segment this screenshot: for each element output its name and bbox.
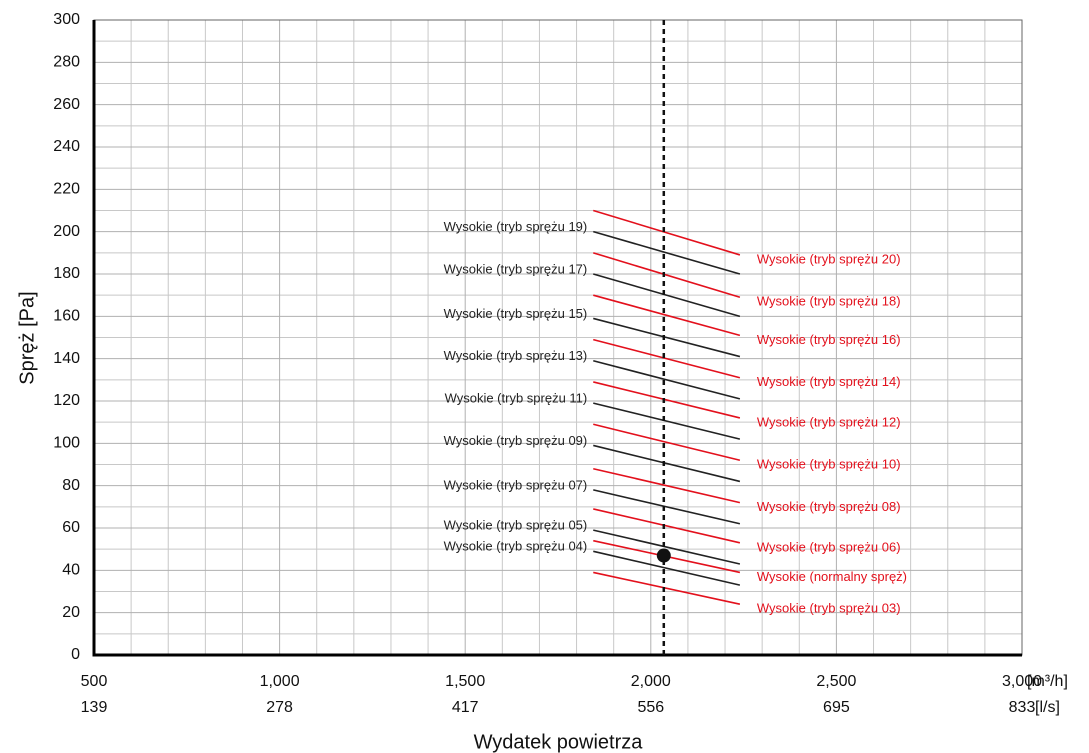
y-tick-label: 80 <box>62 477 80 494</box>
y-tick-label: 20 <box>62 604 80 621</box>
series-label: Wysokie (tryb sprężu 16) <box>757 332 901 347</box>
series-label: Wysokie (normalny spręż) <box>757 569 907 584</box>
series-line <box>593 252 741 299</box>
series-line <box>593 294 741 337</box>
series-line <box>593 317 741 358</box>
y-tick-label: 280 <box>53 54 80 71</box>
y-tick-label: 40 <box>62 562 80 579</box>
y-tick-label: 140 <box>53 350 80 367</box>
series-line <box>593 489 741 525</box>
series-line <box>593 381 741 419</box>
series-line <box>593 508 741 544</box>
y-tick-label: 120 <box>53 392 80 409</box>
x-tick-label: 2,500 <box>816 673 856 690</box>
series-line <box>593 273 741 318</box>
series-line <box>593 209 741 256</box>
x2-tick-label: 139 <box>81 699 108 716</box>
series-label: Wysokie (tryb sprężu 08) <box>757 499 901 514</box>
y-tick-label: 200 <box>53 223 80 240</box>
series-label: Wysokie (tryb sprężu 03) <box>757 601 901 616</box>
x-tick-label: 1,000 <box>260 673 300 690</box>
series-label: Wysokie (tryb sprężu 17) <box>444 261 588 276</box>
y-tick-label: 160 <box>53 308 80 325</box>
y-tick-label: 220 <box>53 181 80 198</box>
series-line <box>593 444 741 483</box>
series-label: Wysokie (tryb sprężu 19) <box>444 219 588 234</box>
series-line <box>593 423 741 462</box>
y-tick-label: 100 <box>53 435 80 452</box>
y-tick-label: 0 <box>71 646 80 663</box>
series-line <box>593 529 741 565</box>
series-line <box>593 338 741 379</box>
series-label: Wysokie (tryb sprężu 09) <box>444 433 588 448</box>
series-line <box>593 550 741 586</box>
series-label: Wysokie (tryb sprężu 15) <box>444 306 588 321</box>
y-tick-label: 300 <box>53 11 80 28</box>
x2-tick-label: 833 <box>1009 699 1036 716</box>
series-line <box>593 467 741 504</box>
x-tick-label: 3,000 <box>1002 673 1042 690</box>
x-tick-label: 1,500 <box>445 673 485 690</box>
series-line <box>593 402 741 440</box>
series-label: Wysokie (tryb sprężu 10) <box>757 457 901 472</box>
series-line <box>593 571 741 605</box>
series-label: Wysokie (tryb sprężu 20) <box>757 251 901 266</box>
series-label: Wysokie (tryb sprężu 11) <box>445 391 588 406</box>
x2-tick-label: 556 <box>637 699 664 716</box>
series-label: Wysokie (tryb sprężu 05) <box>444 518 588 533</box>
y-tick-label: 260 <box>53 96 80 113</box>
x-axis-title: Wydatek powietrza <box>474 731 644 753</box>
series-label: Wysokie (tryb sprężu 12) <box>757 414 901 429</box>
series-label: Wysokie (tryb sprężu 07) <box>444 477 588 492</box>
series-label: Wysokie (tryb sprężu 18) <box>757 294 901 309</box>
series-line <box>593 230 741 275</box>
x-unit: [m³/h] <box>1027 673 1068 690</box>
operating-point <box>656 548 671 563</box>
x2-tick-label: 695 <box>823 699 850 716</box>
y-tick-label: 180 <box>53 265 80 282</box>
series-label: Wysokie (tryb sprężu 04) <box>444 539 588 554</box>
x2-tick-label: 278 <box>266 699 293 716</box>
y-tick-label: 60 <box>62 519 80 536</box>
series-label: Wysokie (tryb sprężu 06) <box>757 539 901 554</box>
series-label: Wysokie (tryb sprężu 14) <box>757 374 901 389</box>
series-label: Wysokie (tryb sprężu 13) <box>444 348 588 363</box>
x-tick-label: 2,000 <box>631 673 671 690</box>
x2-unit: [l/s] <box>1035 699 1060 716</box>
x-tick-label: 500 <box>81 673 108 690</box>
x2-tick-label: 417 <box>452 699 479 716</box>
y-axis-title: Spręż [Pa] <box>16 291 38 384</box>
series-line <box>593 360 741 400</box>
y-tick-label: 240 <box>53 138 80 155</box>
